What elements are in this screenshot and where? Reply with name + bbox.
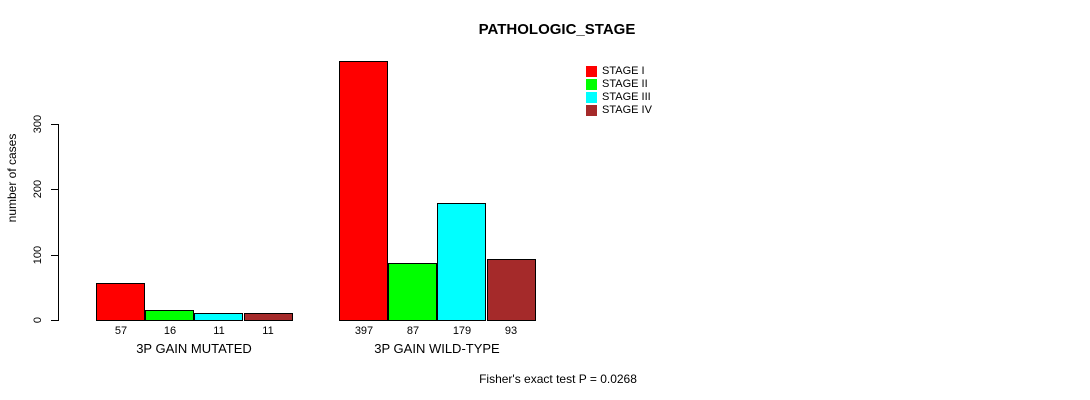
bar-value-stage-ii-3p-gain-wild-type: 87 [406,325,420,337]
legend-label-stage-iv: STAGE IV [602,104,652,116]
legend-item-stage-ii: STAGE II [586,78,652,91]
y-axis-tick [51,254,58,256]
category-label-3p-gain-mutated: 3P GAIN MUTATED [136,341,252,356]
y-axis-tick [51,124,58,125]
bar-value-stage-iv-3p-gain-mutated: 11 [262,325,274,337]
legend-item-stage-i: STAGE I [586,65,652,78]
legend: STAGE I STAGE II STAGE III STAGE IV [586,65,652,117]
bar-stage-ii-3p-gain-wild-type [388,263,437,321]
bar-stage-i-3p-gain-wild-type [339,61,388,321]
legend-item-stage-iv: STAGE IV [586,104,652,117]
legend-swatch-stage-ii [586,79,597,90]
legend-item-stage-iii: STAGE III [586,91,652,104]
bar-value-stage-iii-3p-gain-wild-type: 179 [452,325,472,337]
y-axis-tick [51,189,58,191]
legend-label-stage-ii: STAGE II [602,78,648,90]
y-axis-tick [51,320,58,321]
fisher-test-annotation: Fisher's exact test P = 0.0268 [479,372,637,386]
bar-value-stage-iv-3p-gain-wild-type: 93 [504,325,518,337]
bar-stage-ii-3p-gain-mutated [145,310,194,321]
y-axis-tick-label: 0 [32,316,44,324]
y-axis-tick-label: 300 [32,114,44,134]
legend-swatch-stage-iii [586,92,597,103]
bar-stage-iv-3p-gain-mutated [244,313,293,321]
legend-swatch-stage-i [586,66,597,77]
y-axis-tick-label: 200 [32,180,44,199]
bar-stage-i-3p-gain-mutated [96,283,145,321]
bar-stage-iv-3p-gain-wild-type [487,259,536,321]
category-label-3p-gain-wild-type: 3P GAIN WILD-TYPE [374,341,500,356]
y-axis-tick-label: 100 [32,245,44,264]
y-axis-line [58,124,59,321]
legend-label-stage-iii: STAGE III [602,91,651,103]
bar-value-stage-ii-3p-gain-mutated: 16 [163,325,177,337]
chart-title: PATHOLOGIC_STAGE [478,21,636,38]
bar-stage-iii-3p-gain-mutated [194,313,243,321]
bar-value-stage-i-3p-gain-wild-type: 397 [354,325,374,337]
bar-value-stage-iii-3p-gain-mutated: 11 [213,325,225,337]
legend-swatch-stage-iv [586,105,597,116]
y-axis-label: number of cases [5,133,19,223]
bar-stage-iii-3p-gain-wild-type [437,203,486,321]
legend-label-stage-i: STAGE I [602,65,645,77]
bar-value-stage-i-3p-gain-mutated: 57 [114,325,128,337]
